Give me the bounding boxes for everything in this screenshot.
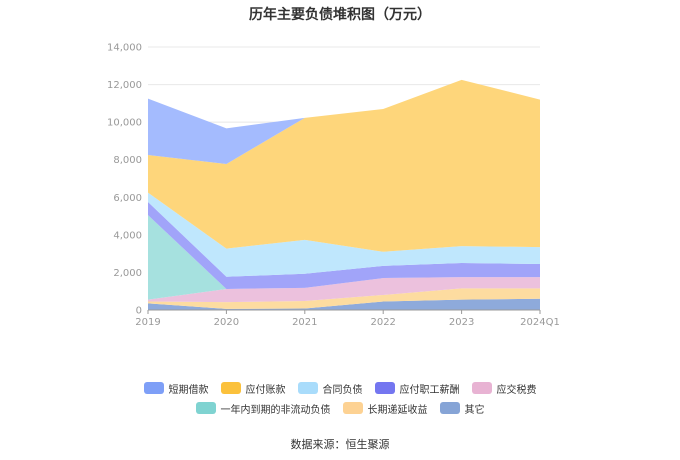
chart-title: 历年主要负债堆积图（万元） bbox=[249, 7, 431, 23]
legend-label: 应付账款 bbox=[245, 384, 286, 396]
legend-swatch bbox=[439, 402, 460, 414]
legend-swatch bbox=[297, 382, 318, 394]
area-series-其它 bbox=[148, 298, 540, 310]
legend-swatch bbox=[471, 382, 492, 394]
area-series-长期递延收益 bbox=[148, 288, 540, 309]
legend-label: 合同负债 bbox=[322, 384, 363, 396]
legend-item[interactable]: 应付账款 bbox=[220, 381, 286, 396]
x-tick-label: 2024Q1 bbox=[520, 317, 560, 328]
x-tick-label: 2022 bbox=[370, 317, 395, 328]
legend: 短期借款 应付账款 合同负债 应付职工薪酬 应交税费一年内到期的非流动负债 长期递延收益 其… bbox=[0, 378, 680, 418]
legend-label: 长期递延收益 bbox=[367, 404, 428, 416]
y-tick-label: 2,000 bbox=[113, 268, 142, 279]
x-tick-label: 2019 bbox=[135, 317, 160, 328]
area-series-合同负债 bbox=[148, 192, 540, 277]
legend-item[interactable]: 应付职工薪酬 bbox=[374, 381, 460, 396]
y-tick-label: 8,000 bbox=[113, 155, 142, 166]
legend-item[interactable]: 其它 bbox=[439, 401, 485, 416]
legend-row: 一年内到期的非流动负债 长期递延收益 其它 bbox=[0, 398, 680, 418]
area-series-应交税费 bbox=[148, 277, 540, 303]
y-tick-label: 10,000 bbox=[107, 118, 142, 129]
legend-label: 一年内到期的非流动负债 bbox=[220, 404, 331, 416]
legend-item[interactable]: 长期递延收益 bbox=[342, 401, 428, 416]
legend-item[interactable]: 合同负债 bbox=[297, 381, 363, 396]
area-series-短期借款 bbox=[148, 79, 540, 165]
legend-label: 其它 bbox=[464, 404, 485, 416]
x-tick-label: 2023 bbox=[449, 317, 474, 328]
legend-swatch bbox=[374, 382, 395, 394]
legend-item[interactable]: 应交税费 bbox=[471, 381, 537, 396]
y-tick-label: 14,000 bbox=[107, 43, 142, 54]
area-series-应付职工薪酬 bbox=[148, 201, 540, 289]
area-series bbox=[148, 79, 540, 310]
area-series-应付账款 bbox=[148, 79, 540, 252]
axes: 0 2,000 4,000 6,000 8,000 10,000 12,000 14,000 2… bbox=[107, 43, 560, 329]
chart-plot: 0 2,000 4,000 6,000 8,000 10,000 12,000 14,000 2… bbox=[107, 43, 560, 329]
area-series-一年内到期的非流动负债 bbox=[148, 215, 540, 300]
y-tick-label: 0 bbox=[136, 306, 142, 317]
legend-label: 应交税费 bbox=[496, 384, 537, 396]
legend-item[interactable]: 短期借款 bbox=[143, 381, 209, 396]
legend-swatch bbox=[342, 402, 363, 414]
legend-row: 短期借款 应付账款 合同负债 应付职工薪酬 应交税费 bbox=[0, 378, 680, 398]
y-tick-label: 4,000 bbox=[113, 230, 142, 241]
data-source: 数据来源：恒生聚源 bbox=[290, 438, 390, 451]
x-tick-label: 2021 bbox=[292, 317, 317, 328]
legend-swatch bbox=[220, 382, 241, 394]
legend-label: 短期借款 bbox=[168, 384, 209, 396]
y-tick-label: 12,000 bbox=[107, 80, 142, 91]
legend-swatch bbox=[143, 382, 164, 394]
legend-label: 应付职工薪酬 bbox=[399, 384, 460, 396]
y-tick-label: 6,000 bbox=[113, 193, 142, 204]
legend-item[interactable]: 一年内到期的非流动负债 bbox=[195, 401, 331, 416]
legend-swatch bbox=[195, 402, 216, 414]
x-tick-label: 2020 bbox=[214, 317, 239, 328]
